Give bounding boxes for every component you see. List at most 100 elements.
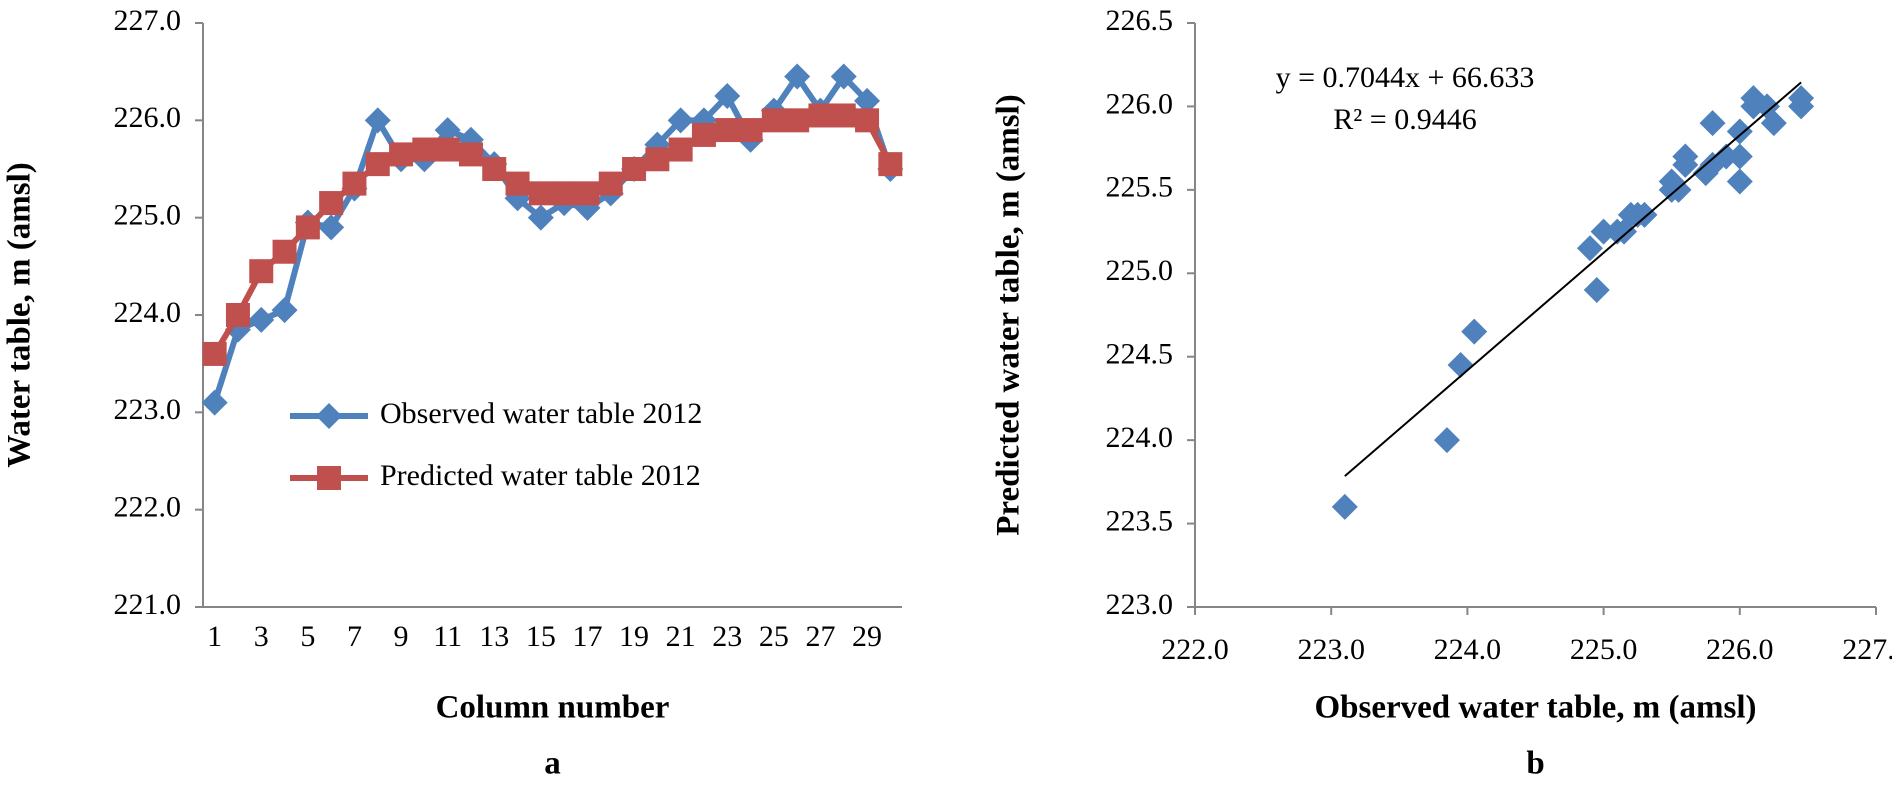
marker bbox=[295, 215, 320, 240]
marker bbox=[878, 152, 903, 177]
marker bbox=[598, 171, 623, 196]
x-tick-label: 222.0 bbox=[1161, 633, 1229, 666]
x-tick-label: 27 bbox=[805, 620, 835, 653]
x-axis-title: Column number bbox=[436, 690, 670, 726]
marker bbox=[434, 117, 461, 144]
x-tick-label: 29 bbox=[852, 620, 882, 653]
marker bbox=[527, 204, 554, 231]
marker bbox=[1692, 160, 1719, 187]
trendline-equation: y = 0.7044x + 66.633 bbox=[1276, 61, 1535, 94]
y-tick-label: 224.0 bbox=[1106, 421, 1174, 454]
y-tick-label: 224.5 bbox=[1106, 338, 1174, 371]
marker bbox=[1447, 352, 1474, 379]
marker bbox=[1331, 493, 1358, 520]
marker bbox=[249, 259, 274, 284]
marker bbox=[435, 137, 460, 162]
x-tick-label: 15 bbox=[526, 620, 556, 653]
marker bbox=[784, 63, 811, 90]
x-tick-label: 17 bbox=[572, 620, 602, 653]
marker bbox=[645, 147, 670, 172]
x-axis-title: Observed water table, m (amsl) bbox=[1314, 690, 1756, 726]
x-tick-label: 9 bbox=[394, 620, 409, 653]
y-tick-label: 221.0 bbox=[114, 588, 182, 621]
marker bbox=[761, 108, 786, 133]
y-tick-label: 222.0 bbox=[114, 491, 182, 524]
marker bbox=[1726, 118, 1753, 145]
marker bbox=[202, 341, 227, 366]
marker bbox=[1433, 427, 1460, 454]
marker bbox=[785, 108, 810, 133]
y-tick-label: 225.5 bbox=[1106, 171, 1174, 204]
y-tick-label: 226.0 bbox=[1106, 87, 1174, 120]
marker bbox=[1788, 85, 1815, 112]
x-tick-label: 25 bbox=[759, 620, 789, 653]
marker bbox=[1583, 276, 1610, 303]
marker bbox=[1699, 110, 1726, 137]
marker bbox=[691, 122, 716, 147]
x-tick-label: 223.0 bbox=[1297, 633, 1365, 666]
marker bbox=[316, 403, 342, 429]
marker bbox=[715, 118, 740, 143]
marker bbox=[248, 306, 275, 333]
marker bbox=[808, 103, 833, 128]
x-tick-label: 226.0 bbox=[1706, 633, 1774, 666]
marker bbox=[458, 142, 483, 167]
x-tick-label: 5 bbox=[300, 620, 315, 653]
marker bbox=[668, 137, 693, 162]
marker bbox=[342, 171, 367, 196]
marker bbox=[1726, 168, 1753, 195]
x-tick-label: 224.0 bbox=[1434, 633, 1502, 666]
y-tick-label: 224.0 bbox=[114, 296, 182, 329]
x-tick-label: 225.0 bbox=[1570, 633, 1638, 666]
marker bbox=[552, 181, 577, 206]
marker bbox=[1672, 143, 1699, 170]
x-tick-label: 11 bbox=[433, 620, 462, 653]
marker bbox=[319, 191, 344, 216]
marker bbox=[364, 107, 391, 134]
y-axis-title: Water table, m (amsl) bbox=[2, 162, 38, 468]
marker bbox=[505, 171, 530, 196]
marker bbox=[830, 63, 857, 90]
x-tick-label: 13 bbox=[479, 620, 509, 653]
x-tick-label: 23 bbox=[712, 620, 742, 653]
marker bbox=[318, 214, 345, 241]
marker bbox=[528, 181, 553, 206]
trendline bbox=[1344, 81, 1802, 477]
marker bbox=[575, 181, 600, 206]
marker bbox=[1604, 218, 1631, 245]
legend-label: Predicted water table 2012 bbox=[380, 459, 701, 492]
y-tick-label: 226.5 bbox=[1106, 4, 1174, 37]
marker bbox=[412, 137, 437, 162]
marker bbox=[854, 87, 881, 114]
marker bbox=[1461, 318, 1488, 345]
marker bbox=[738, 118, 763, 143]
y-tick-label: 225.0 bbox=[114, 199, 182, 232]
y-tick-label: 225.0 bbox=[1106, 254, 1174, 287]
marker bbox=[831, 103, 856, 128]
y-tick-label: 223.5 bbox=[1106, 504, 1174, 537]
y-tick-label: 223.0 bbox=[1106, 588, 1174, 621]
marker bbox=[201, 389, 228, 416]
marker bbox=[622, 157, 647, 181]
y-tick-label: 223.0 bbox=[114, 393, 182, 426]
marker bbox=[667, 107, 694, 134]
x-tick-label: 3 bbox=[254, 620, 269, 653]
marker bbox=[225, 303, 250, 327]
marker bbox=[1576, 235, 1603, 262]
marker bbox=[482, 157, 507, 181]
y-axis-title: Predicted water table, m (amsl) bbox=[991, 94, 1027, 535]
x-tick-label: 7 bbox=[347, 620, 362, 653]
x-tick-label: 21 bbox=[666, 620, 696, 653]
x-tick-label: 19 bbox=[619, 620, 649, 653]
x-tick-label: 1 bbox=[207, 620, 222, 653]
marker bbox=[1590, 218, 1617, 245]
trendline-r2: R² = 0.9446 bbox=[1333, 103, 1476, 136]
marker bbox=[365, 152, 390, 177]
marker bbox=[317, 466, 341, 490]
marker bbox=[1726, 143, 1753, 170]
marker bbox=[271, 297, 298, 324]
legend-label: Observed water table 2012 bbox=[380, 397, 702, 430]
y-tick-label: 227.0 bbox=[114, 4, 182, 37]
y-tick-label: 226.0 bbox=[114, 101, 182, 134]
